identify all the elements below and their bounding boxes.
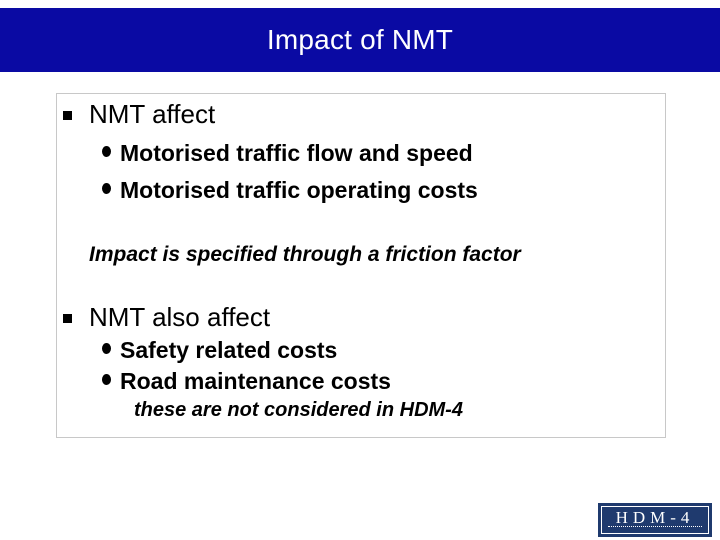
logo-subline [608, 526, 702, 530]
list-item-maintenance-costs: Road maintenance costs [120, 368, 391, 394]
note-not-considered: these are not considered in HDM-4 [134, 399, 463, 421]
square-bullet-icon [63, 314, 72, 323]
slide-title: Impact of NMT [266, 24, 454, 55]
list-item-operating-costs: Motorised traffic operating costs [120, 177, 478, 203]
section-heading-nmt-affect: NMT affect [89, 99, 216, 129]
list-item-safety-costs: Safety related costs [120, 337, 338, 363]
slide-title-bar: Impact of NMT [0, 8, 720, 72]
content-box [56, 93, 666, 438]
round-bullet-icon [102, 374, 111, 385]
section-heading-nmt-also-affect: NMT also affect [89, 302, 271, 332]
list-item-traffic-flow: Motorised traffic flow and speed [120, 140, 473, 166]
round-bullet-icon [102, 146, 111, 157]
square-bullet-icon [63, 111, 72, 120]
hdm4-logo: HDM-4 [598, 503, 712, 537]
round-bullet-icon [102, 183, 111, 194]
round-bullet-icon [102, 343, 111, 354]
logo-text: HDM-4 [615, 508, 695, 527]
note-friction-factor: Impact is specified through a friction f… [89, 243, 521, 266]
